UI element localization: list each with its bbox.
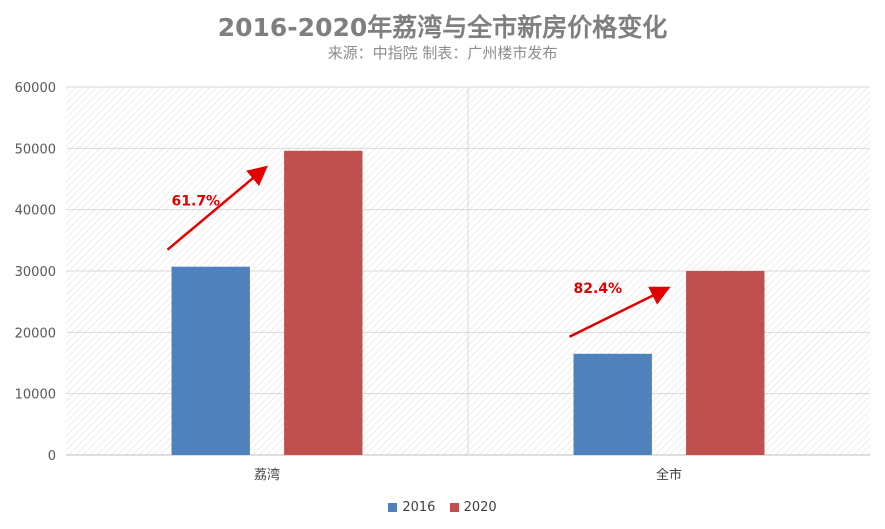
annotations: 61.7% 82.4% [166,165,671,338]
legend-label-2020: 2020 [463,500,497,515]
legend-item-2016: 2016 [388,500,435,515]
growth-label: 82.4% [574,281,623,297]
bar-2020-0 [284,150,363,455]
legend-swatch-2016 [388,503,398,512]
y-tick-label: 30000 [15,265,56,280]
y-tick-label: 60000 [15,81,56,96]
legend: 2016 2020 [0,500,885,516]
growth-label: 61.7% [172,194,221,210]
chart-subtitle: 来源：中指院 制表：广州楼市发布 [327,44,558,62]
y-axis: 0 10000 20000 30000 40000 50000 60000 [15,81,56,464]
y-tick-label: 0 [48,449,56,464]
y-tick-label: 40000 [15,204,56,219]
x-axis: 荔湾 全市 [254,467,682,483]
legend-label-2016: 2016 [402,500,436,515]
bar-2020-1 [686,271,765,455]
legend-item-2020: 2020 [449,500,497,515]
growth-arrow [568,286,671,338]
legend-swatch-2020 [449,503,459,512]
growth-arrow [166,165,268,251]
y-tick-label: 50000 [15,142,56,157]
chart-title: 2016-2020年荔湾与全市新房价格变化 [217,13,668,42]
bars [171,150,765,455]
bar-2016-0 [171,266,250,455]
y-tick-label: 10000 [15,388,56,403]
bar-2016-1 [573,353,652,455]
y-tick-label: 20000 [15,326,56,341]
x-tick-label: 全市 [656,467,682,483]
x-tick-label: 荔湾 [254,467,280,483]
